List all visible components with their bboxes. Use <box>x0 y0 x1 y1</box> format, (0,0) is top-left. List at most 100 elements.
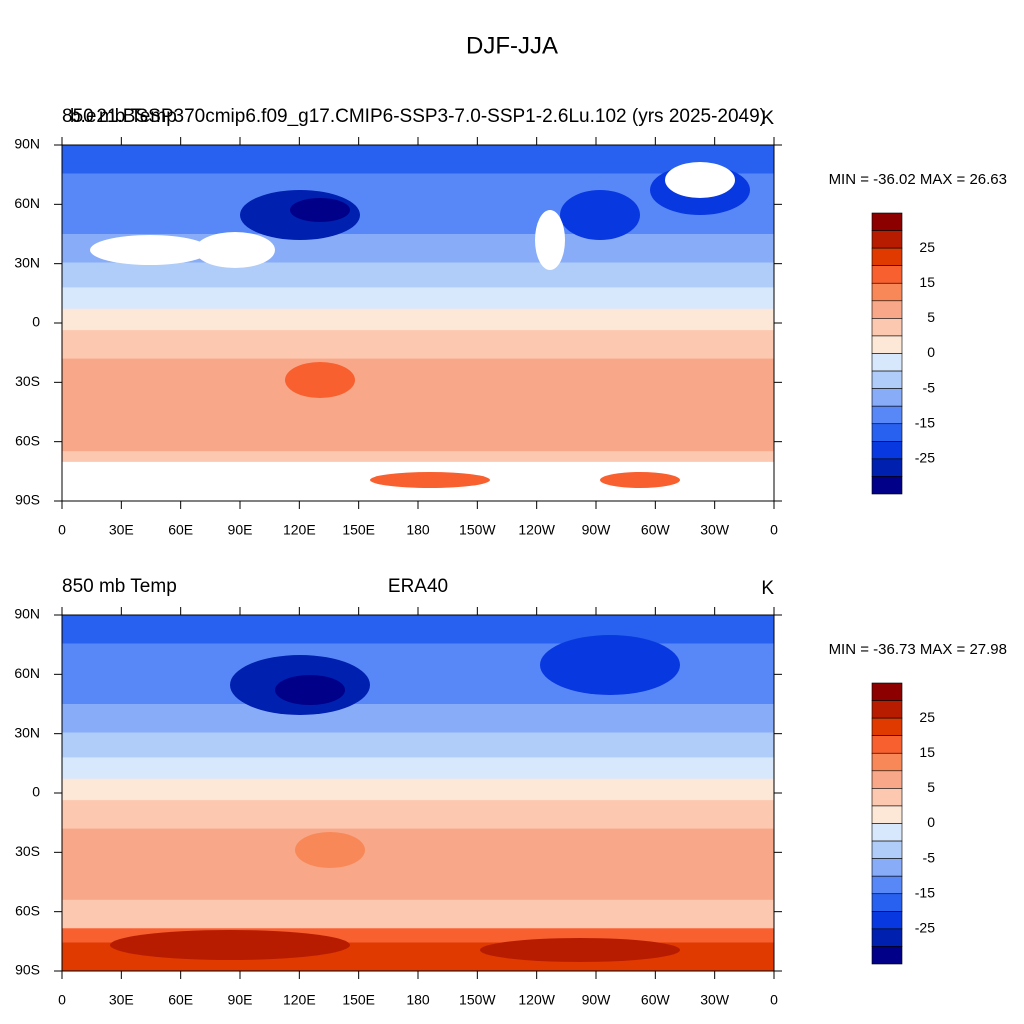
contour-blob <box>600 472 680 488</box>
colorbar-box <box>871 300 903 319</box>
colorbar-box <box>871 735 903 754</box>
colorbar-label: -5 <box>923 849 936 865</box>
lon-label: 0 <box>58 992 66 1008</box>
colorbar-box <box>871 752 903 772</box>
colorbar-box <box>871 230 903 249</box>
contour-band <box>62 828 774 901</box>
colorbar-box <box>871 388 903 407</box>
lon-label: 150W <box>459 522 496 538</box>
contour-band <box>62 899 774 930</box>
colorbar-box <box>871 353 903 372</box>
colorbar-label: 5 <box>927 309 935 325</box>
contour-band <box>62 262 774 289</box>
right-string: K <box>761 578 774 599</box>
map-panel: 850 mb Tempb.e21.BSSP370cmip6.f09_g17.CM… <box>14 106 1007 538</box>
lon-label: 30E <box>109 522 134 538</box>
lat-label: 0 <box>32 314 40 330</box>
lat-label: 60N <box>14 665 40 681</box>
lat-label: 60N <box>14 195 40 211</box>
lat-label: 30S <box>15 843 40 859</box>
lon-label: 150E <box>342 522 375 538</box>
lon-label: 60E <box>168 992 193 1008</box>
left-string: 850 mb Temp <box>62 576 177 597</box>
lon-label: 0 <box>58 522 66 538</box>
colorbar-box <box>871 405 903 425</box>
contour-band <box>62 287 774 310</box>
colorbar-label: -25 <box>915 450 935 466</box>
left-string: 850 mb Temp <box>62 106 177 127</box>
center-string: ERA40 <box>388 576 448 597</box>
contour-band <box>62 704 774 734</box>
min-max: MIN = -36.73 MAX = 27.98 <box>829 641 1007 658</box>
contour-band <box>62 330 774 360</box>
colorbar-label: 0 <box>927 814 935 830</box>
colorbar-label: 5 <box>927 779 935 795</box>
colorbar-box <box>871 265 903 284</box>
lon-label: 30E <box>109 992 134 1008</box>
colorbar-box <box>871 476 903 495</box>
contour-band <box>62 757 774 780</box>
contour-blob <box>480 938 680 962</box>
contour-blob <box>560 190 640 240</box>
colorbar-box <box>871 770 903 789</box>
colorbar-box <box>871 335 903 354</box>
colorbar-label: -15 <box>915 414 935 430</box>
lon-label: 120E <box>283 992 316 1008</box>
lon-label: 0 <box>770 522 778 538</box>
lat-label: 30N <box>14 254 40 270</box>
lat-label: 30S <box>15 373 40 389</box>
colorbar-box <box>871 318 903 337</box>
colorbar-label: 15 <box>919 274 935 290</box>
colorbar-box <box>871 946 903 965</box>
contour-band <box>62 358 774 453</box>
contour-blob <box>540 635 680 695</box>
colorbar-box <box>871 858 903 877</box>
colorbar-box <box>871 247 903 266</box>
lon-label: 90E <box>228 992 253 1008</box>
lat-label: 60S <box>15 432 40 448</box>
colorbar-box <box>871 840 903 859</box>
contour-blob <box>370 472 490 488</box>
colorbar-box <box>871 282 903 302</box>
colorbar-label: 0 <box>927 344 935 360</box>
contour-band <box>62 732 774 759</box>
colorbar-box <box>871 423 903 442</box>
lat-label: 90S <box>15 492 40 508</box>
lon-label: 180 <box>406 522 430 538</box>
contour-band <box>62 451 774 463</box>
lon-label: 150W <box>459 992 496 1008</box>
contour-blob <box>90 235 210 265</box>
lat-label: 60S <box>15 902 40 918</box>
contour-blob <box>665 162 735 198</box>
lon-label: 60W <box>641 992 671 1008</box>
lon-label: 90W <box>582 992 612 1008</box>
map-field <box>62 145 774 501</box>
contour-blob <box>195 232 275 268</box>
lat-label: 90S <box>15 962 40 978</box>
contour-band <box>62 800 774 830</box>
lat-label: 90N <box>14 606 40 622</box>
colorbar-box <box>871 700 903 719</box>
lat-label: 90N <box>14 136 40 152</box>
lon-label: 120E <box>283 522 316 538</box>
colorbar-box <box>871 682 903 701</box>
lon-label: 60W <box>641 522 671 538</box>
contour-blob <box>285 362 355 398</box>
lon-label: 30W <box>700 522 730 538</box>
contour-blob <box>535 210 565 270</box>
lon-label: 90E <box>228 522 253 538</box>
lon-label: 180 <box>406 992 430 1008</box>
lon-label: 60E <box>168 522 193 538</box>
map-panel: 850 mb Temp ERA40 K MIN = -36.73 MAX = 27.9… <box>14 576 1007 1008</box>
colorbar-label: 25 <box>919 239 935 255</box>
min-max: MIN = -36.02 MAX = 26.63 <box>829 171 1007 188</box>
map-field <box>62 615 774 971</box>
contour-blob <box>295 832 365 868</box>
figure-title: DJF-JJA <box>466 32 558 59</box>
contour-blob <box>290 198 350 222</box>
lon-label: 120W <box>518 992 555 1008</box>
colorbar-box <box>871 893 903 912</box>
colorbar-box <box>871 212 903 231</box>
colorbar-label: -25 <box>915 920 935 936</box>
